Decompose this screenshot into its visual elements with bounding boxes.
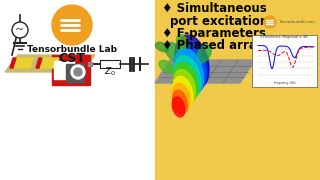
Text: Frequency, GHz: Frequency, GHz	[274, 81, 295, 85]
Polygon shape	[5, 55, 95, 72]
Polygon shape	[155, 60, 255, 83]
Text: Tensorbundle Lab: Tensorbundle Lab	[27, 46, 117, 55]
Polygon shape	[38, 58, 59, 68]
Ellipse shape	[172, 97, 185, 117]
Bar	[82, 60, 88, 68]
Text: CST: CST	[59, 53, 85, 66]
Circle shape	[52, 5, 92, 45]
Text: ♦ Simultaneous: ♦ Simultaneous	[162, 1, 267, 15]
Text: $Z_0$: $Z_0$	[104, 66, 116, 78]
Ellipse shape	[177, 34, 188, 50]
Ellipse shape	[159, 60, 175, 74]
Ellipse shape	[197, 45, 211, 63]
Bar	[52, 55, 90, 85]
Circle shape	[71, 65, 85, 79]
Ellipse shape	[156, 42, 169, 52]
Bar	[100, 60, 120, 68]
Polygon shape	[10, 58, 16, 68]
Text: S-Parameters (Magnitude in dB): S-Parameters (Magnitude in dB)	[260, 35, 308, 39]
Ellipse shape	[172, 90, 188, 114]
Ellipse shape	[165, 42, 183, 62]
Ellipse shape	[173, 83, 190, 111]
Circle shape	[12, 22, 28, 38]
Polygon shape	[36, 58, 42, 68]
Text: ♦ F-parameters: ♦ F-parameters	[162, 26, 266, 39]
Ellipse shape	[174, 63, 198, 101]
Bar	[54, 61, 74, 79]
Text: ♦ Phased array: ♦ Phased array	[162, 39, 264, 53]
Text: port excitation: port excitation	[170, 15, 268, 28]
Bar	[66, 64, 84, 82]
Ellipse shape	[175, 42, 206, 92]
Bar	[88, 62, 92, 66]
Ellipse shape	[175, 35, 209, 89]
Circle shape	[264, 16, 276, 28]
Circle shape	[74, 68, 82, 76]
Bar	[155, 0, 320, 180]
Ellipse shape	[173, 76, 193, 108]
Text: ~: ~	[15, 25, 25, 35]
Polygon shape	[12, 58, 33, 68]
Bar	[0, 0, 155, 180]
Bar	[252, 35, 317, 87]
Ellipse shape	[174, 56, 201, 98]
Ellipse shape	[174, 49, 204, 95]
Text: Tensorbundle.com: Tensorbundle.com	[279, 20, 315, 24]
Ellipse shape	[173, 69, 196, 104]
